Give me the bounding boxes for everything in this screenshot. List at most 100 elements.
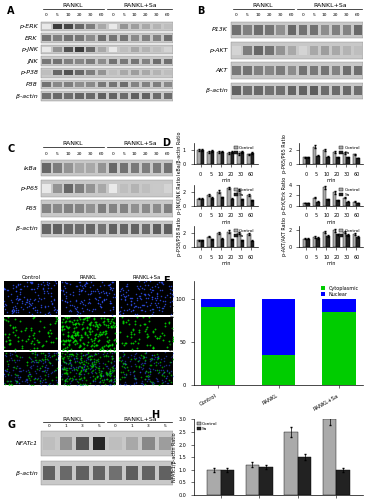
Point xyxy=(98,282,103,290)
Point xyxy=(112,323,117,331)
Bar xyxy=(197,240,201,247)
Point xyxy=(95,349,101,357)
Bar xyxy=(316,156,320,164)
Point xyxy=(140,361,146,369)
Point xyxy=(104,316,110,324)
Point xyxy=(86,294,92,302)
Point xyxy=(149,286,155,294)
Point xyxy=(27,370,33,378)
Bar xyxy=(241,152,244,164)
Point xyxy=(168,367,174,375)
Point xyxy=(31,340,37,348)
Point xyxy=(77,356,83,364)
Point xyxy=(166,368,172,376)
Bar xyxy=(336,470,350,495)
Point xyxy=(62,284,68,292)
Point xyxy=(119,356,125,364)
Point xyxy=(128,294,134,302)
Point xyxy=(149,350,155,358)
Point xyxy=(83,350,88,358)
Point xyxy=(6,371,11,379)
Point xyxy=(76,278,82,285)
Point xyxy=(101,352,107,360)
Point xyxy=(4,308,10,316)
Point xyxy=(62,344,68,352)
Point xyxy=(79,326,85,334)
Point xyxy=(65,328,71,336)
Point xyxy=(65,360,71,368)
Point xyxy=(153,358,159,366)
Point xyxy=(46,358,52,366)
Point xyxy=(37,308,43,316)
Point xyxy=(79,363,85,371)
Point xyxy=(167,298,173,306)
Point xyxy=(128,307,134,315)
Point xyxy=(62,376,68,384)
Y-axis label: DAPI: DAPI xyxy=(0,290,1,305)
Point xyxy=(10,328,16,336)
Point xyxy=(50,299,55,307)
Point xyxy=(42,354,48,362)
Point xyxy=(70,338,76,346)
Y-axis label: IκBa/β-actin Ratio: IκBa/β-actin Ratio xyxy=(177,132,182,176)
Point xyxy=(161,362,167,370)
Point xyxy=(104,370,110,378)
Point xyxy=(17,295,23,303)
Point xyxy=(149,310,155,318)
Point xyxy=(45,349,51,357)
Point xyxy=(53,355,59,363)
Point xyxy=(170,355,176,363)
Point xyxy=(103,368,109,376)
Point xyxy=(170,335,176,343)
Point xyxy=(17,374,23,382)
Point xyxy=(88,362,94,370)
Point xyxy=(107,318,113,326)
Point xyxy=(130,306,136,314)
Point xyxy=(81,362,87,370)
Point xyxy=(87,318,92,326)
Bar xyxy=(227,232,231,247)
Point xyxy=(92,350,98,358)
Point xyxy=(155,359,161,367)
Point xyxy=(36,366,41,374)
Point xyxy=(107,282,113,290)
Point xyxy=(97,344,103,352)
Point xyxy=(24,296,30,304)
Point xyxy=(63,368,69,376)
Point xyxy=(40,359,46,367)
Point xyxy=(125,286,131,294)
Bar xyxy=(201,240,204,247)
Point xyxy=(134,380,139,388)
Point xyxy=(94,321,100,329)
Point xyxy=(77,362,83,370)
Point xyxy=(76,344,81,351)
Point xyxy=(130,368,136,376)
Point xyxy=(87,299,93,307)
Point xyxy=(125,292,131,300)
Y-axis label: NFATc1/β-actin Ratio: NFATc1/β-actin Ratio xyxy=(172,432,177,482)
Point xyxy=(109,362,115,370)
Point xyxy=(146,364,152,372)
Point xyxy=(2,284,8,292)
Bar xyxy=(207,470,221,495)
Point xyxy=(61,282,67,290)
Point xyxy=(153,302,159,310)
Point xyxy=(60,340,66,348)
Point xyxy=(101,308,107,316)
Point xyxy=(91,358,97,366)
Point xyxy=(33,358,39,366)
Point xyxy=(155,284,161,292)
Point xyxy=(130,324,136,332)
Point xyxy=(61,290,67,298)
Point xyxy=(99,359,105,367)
Point xyxy=(8,296,14,304)
Point xyxy=(132,374,138,382)
Point xyxy=(122,378,128,386)
Bar xyxy=(211,151,214,164)
Point xyxy=(84,316,90,324)
Point xyxy=(131,299,137,307)
Point xyxy=(92,304,98,312)
Point xyxy=(133,378,139,386)
Point xyxy=(50,360,55,368)
Point xyxy=(32,295,38,303)
